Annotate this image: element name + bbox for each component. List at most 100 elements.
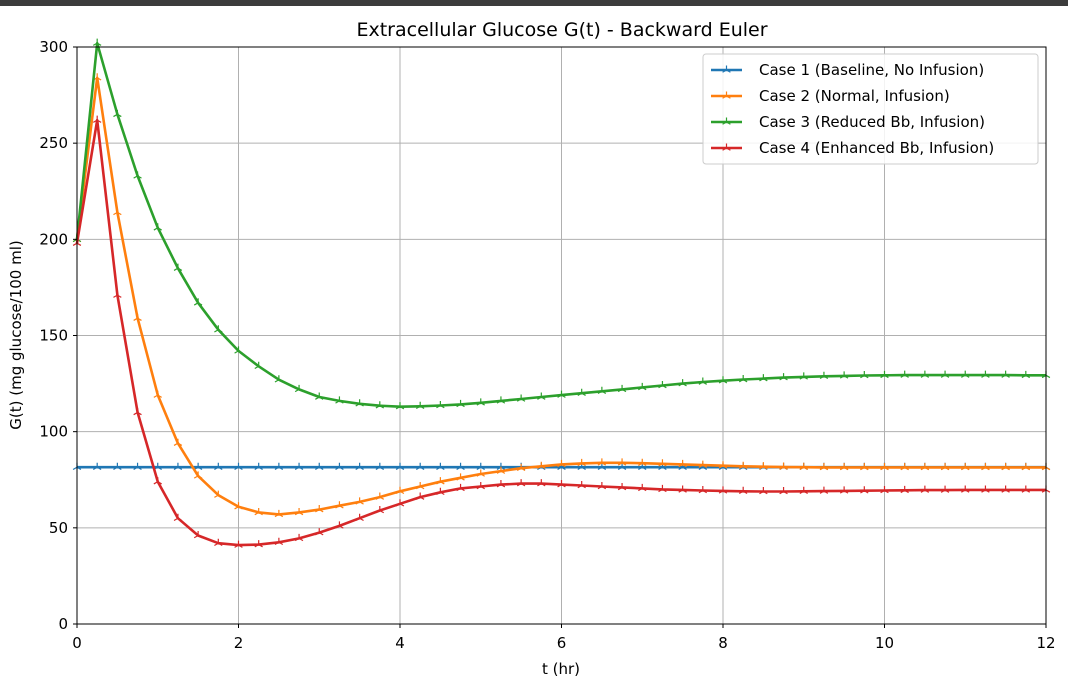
data-point — [799, 462, 808, 471]
legend-marker — [722, 117, 731, 125]
data-point — [839, 462, 849, 471]
data-point — [456, 483, 465, 492]
data-point — [1021, 485, 1031, 493]
plot-area — [72, 38, 1051, 548]
data-point — [880, 462, 889, 471]
data-point — [617, 458, 627, 466]
data-point — [173, 513, 183, 521]
data-point — [456, 462, 465, 471]
data-point — [577, 388, 586, 396]
data-point — [294, 533, 304, 542]
data-point — [799, 486, 808, 495]
data-point — [537, 392, 546, 400]
window-top-bar — [0, 0, 1068, 6]
data-point — [880, 370, 889, 379]
data-point — [153, 390, 162, 398]
data-point — [294, 384, 304, 393]
data-point — [335, 521, 344, 529]
data-point — [819, 462, 829, 471]
data-point — [375, 492, 385, 500]
data-point — [638, 483, 647, 492]
legend-marker — [722, 91, 731, 99]
x-tick-label: 6 — [557, 634, 567, 652]
data-point — [133, 313, 142, 321]
data-point — [759, 374, 768, 382]
data-point — [496, 480, 506, 488]
data-point — [375, 506, 385, 514]
data-point — [597, 386, 607, 395]
data-point — [658, 459, 667, 467]
data-point — [900, 462, 909, 471]
y-tick-label: 0 — [58, 615, 68, 633]
data-point — [799, 372, 808, 380]
data-point — [456, 399, 465, 408]
data-point — [193, 531, 203, 539]
data-point — [456, 473, 465, 481]
data-point — [738, 461, 748, 470]
y-tick-label: 200 — [39, 230, 68, 248]
data-point — [133, 171, 142, 179]
data-point — [294, 507, 304, 516]
data-point — [476, 398, 485, 406]
data-point — [315, 392, 324, 400]
data-point — [173, 263, 183, 271]
data-point — [698, 486, 708, 494]
data-point — [516, 463, 526, 471]
data-point — [395, 499, 405, 507]
data-point — [476, 481, 485, 490]
data-point — [274, 375, 284, 383]
data-point — [718, 486, 728, 494]
data-point — [193, 471, 203, 479]
data-point — [315, 528, 324, 536]
y-tick-label: 300 — [39, 38, 68, 56]
x-axis-label: t (hr) — [542, 660, 580, 678]
y-tick-label: 150 — [39, 327, 68, 345]
data-point — [133, 407, 142, 416]
y-tick-label: 250 — [39, 134, 68, 152]
data-point — [375, 401, 385, 409]
data-point — [698, 460, 708, 468]
data-point — [678, 485, 687, 493]
data-point — [153, 477, 162, 485]
data-point — [638, 458, 647, 466]
data-point — [113, 207, 122, 216]
data-point — [718, 461, 728, 469]
series-2 — [72, 73, 1051, 518]
data-point — [436, 477, 445, 485]
data-point — [395, 486, 405, 495]
data-point — [1001, 485, 1010, 493]
x-axis: 0 2 4 6 8 10 12 — [72, 624, 1056, 652]
data-point — [254, 540, 263, 548]
data-point — [920, 462, 930, 471]
data-point — [940, 370, 950, 378]
data-point — [779, 373, 788, 381]
data-point — [940, 485, 950, 493]
data-point — [779, 462, 788, 470]
legend-box — [702, 53, 1039, 165]
data-point — [597, 481, 607, 490]
data-point — [537, 479, 546, 487]
data-point — [516, 394, 526, 402]
data-point — [658, 484, 667, 493]
data-point — [254, 507, 263, 516]
data-point — [940, 462, 950, 471]
data-point — [415, 492, 425, 500]
data-point — [173, 438, 183, 446]
legend-marker — [722, 143, 731, 151]
data-point — [516, 479, 526, 487]
data-point — [698, 377, 708, 385]
data-point — [476, 469, 485, 477]
data-point — [961, 370, 970, 378]
data-point — [961, 485, 970, 493]
x-tick-label: 4 — [395, 634, 405, 652]
legend-marker — [722, 65, 731, 73]
data-point — [315, 505, 324, 513]
y-tick-label: 50 — [49, 519, 68, 537]
data-point — [981, 370, 990, 378]
data-point — [92, 115, 102, 123]
data-point — [92, 462, 102, 471]
x-tick-label: 8 — [718, 634, 728, 652]
data-point — [617, 384, 627, 393]
legend-label: Case 3 (Reduced Bb, Infusion) — [759, 113, 985, 131]
data-point — [1021, 462, 1031, 471]
